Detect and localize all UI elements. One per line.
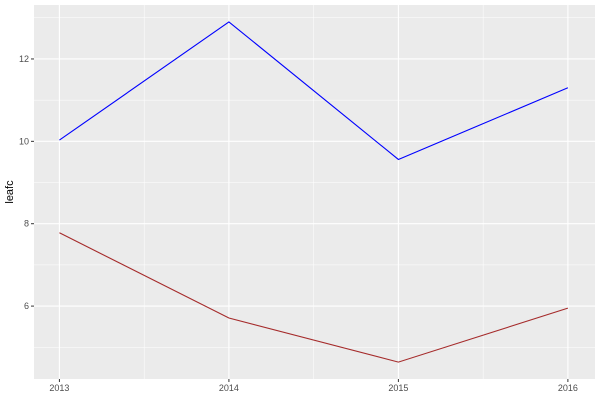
minor-gridlines (34, 5, 595, 379)
y-axis-title: leafc (4, 180, 16, 204)
series-line-1 (59, 21, 569, 161)
y-axis: 6 8 10 12 (19, 54, 34, 311)
y-tick-label: 6 (24, 301, 29, 311)
plot-panel (34, 5, 595, 379)
series-line-2 (59, 232, 569, 363)
y-tick-label: 10 (19, 136, 29, 146)
x-tick-label: 2016 (558, 383, 578, 393)
x-axis: 2013 2014 2015 2016 (49, 379, 578, 393)
x-tick-label: 2013 (49, 383, 69, 393)
major-gridlines (34, 5, 595, 379)
y-tick-label: 12 (19, 54, 29, 64)
y-tick-label: 8 (24, 219, 29, 229)
x-tick-label: 2014 (219, 383, 239, 393)
series-lines (59, 21, 569, 363)
x-tick-label: 2015 (388, 383, 408, 393)
